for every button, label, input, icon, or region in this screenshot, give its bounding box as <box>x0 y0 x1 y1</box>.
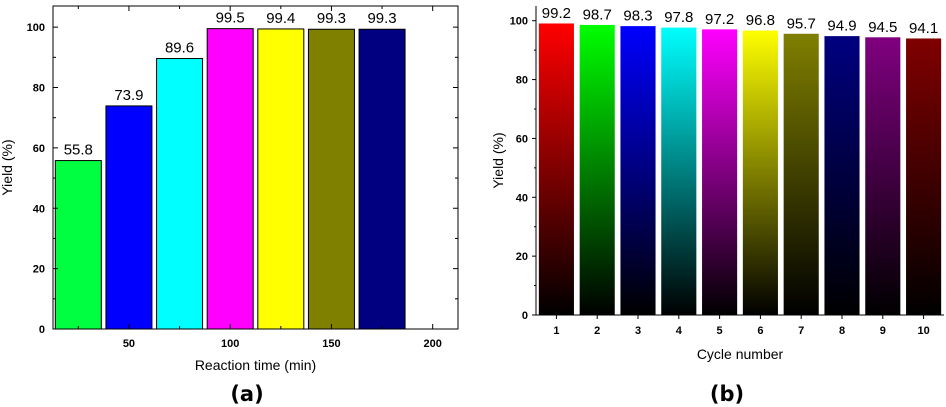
x-tick-label-b-7: 7 <box>798 325 804 337</box>
x-axis-title-b: Cycle number <box>697 346 784 362</box>
x-tick-label-b-9: 9 <box>880 325 886 337</box>
x-tick-label-b-5: 5 <box>717 325 723 337</box>
panel-a-chart: 55.8 73.9 89.6 99.5 99.4 99.3 99.3 0 20 40 60 80 100… <box>0 5 459 406</box>
data-label-b-1: 99.2 <box>542 5 571 22</box>
bar-a-4 <box>206 28 254 330</box>
bar-a-3 <box>156 58 204 330</box>
y-tick-label-b-100: 100 <box>510 16 528 28</box>
y-tick-label-b-40: 40 <box>516 192 528 204</box>
bar-b-4 <box>660 26 698 316</box>
bar-b-1 <box>538 22 575 316</box>
bar-b-2 <box>578 24 616 316</box>
bar-b-10 <box>905 37 942 316</box>
bar-a-2 <box>105 105 153 330</box>
data-label-b-6: 96.8 <box>746 12 775 29</box>
x-tick-label-b-3: 3 <box>635 325 641 337</box>
panel-b-chart: 99.2 1 98.7 2 98.3 3 97.8 4 97.2 5 96.8 6 95.7 7 94.9 8… <box>490 5 944 406</box>
bar-b-3 <box>619 25 657 316</box>
data-label-b-4: 97.8 <box>664 9 693 26</box>
y-tick-label-a-80: 80 <box>33 83 45 95</box>
data-label-a-4: 99.5 <box>216 10 245 27</box>
y-axis-title-a: Yield (%) <box>0 139 15 195</box>
y-tick-label-a-100: 100 <box>27 22 45 34</box>
panel-label-a: (a) <box>230 382 263 406</box>
data-label-b-2: 98.7 <box>583 7 612 24</box>
data-label-b-5: 97.2 <box>705 11 734 28</box>
x-tick-label-b-2: 2 <box>594 325 600 337</box>
bar-b-8 <box>823 35 861 316</box>
data-label-a-3: 89.6 <box>165 40 194 57</box>
bar-a-6 <box>307 28 355 330</box>
bar-a-7 <box>358 28 406 330</box>
x-axis-title-a: Reaction time (min) <box>195 357 316 373</box>
data-label-a-7: 99.3 <box>367 10 396 27</box>
data-label-b-3: 98.3 <box>623 8 652 25</box>
x-tick-label-a-100: 100 <box>221 338 239 350</box>
bar-b-5 <box>701 28 738 316</box>
bar-a-1 <box>54 160 102 330</box>
x-tick-label-b-10: 10 <box>917 325 929 337</box>
y-tick-label-b-60: 60 <box>516 133 528 145</box>
bar-b-7 <box>782 32 820 316</box>
bar-a-5 <box>257 28 305 330</box>
x-tick-label-a-150: 150 <box>322 338 340 350</box>
x-tick-label-a-50: 50 <box>123 338 135 350</box>
data-label-a-2: 73.9 <box>114 87 143 104</box>
data-label-b-9: 94.5 <box>868 19 897 36</box>
panel-label-b: (b) <box>710 382 744 406</box>
y-tick-label-b-0: 0 <box>522 310 528 322</box>
x-tick-label-b-1: 1 <box>553 325 559 337</box>
x-tick-label-b-8: 8 <box>839 325 845 337</box>
data-label-b-10: 94.1 <box>909 20 938 37</box>
data-label-a-6: 99.3 <box>317 10 346 27</box>
y-tick-label-a-40: 40 <box>33 203 45 215</box>
plot-frame-a <box>52 5 459 330</box>
x-tick-label-a-200: 200 <box>424 338 442 350</box>
y-tick-label-a-20: 20 <box>33 264 45 276</box>
data-label-a-1: 55.8 <box>64 142 93 159</box>
data-label-b-7: 95.7 <box>787 15 816 32</box>
bar-b-6 <box>742 29 779 316</box>
x-tick-label-b-4: 4 <box>676 325 683 337</box>
y-tick-label-b-20: 20 <box>516 251 528 263</box>
y-tick-label-a-0: 0 <box>39 324 45 336</box>
y-axis-title-b: Yield (%) <box>490 132 506 188</box>
data-label-b-8: 94.9 <box>827 18 856 35</box>
x-tick-label-b-6: 6 <box>757 325 763 337</box>
y-tick-label-a-60: 60 <box>33 143 45 155</box>
y-tick-label-b-80: 80 <box>516 75 528 87</box>
data-label-a-5: 99.4 <box>266 10 295 27</box>
bar-b-9 <box>864 36 902 316</box>
